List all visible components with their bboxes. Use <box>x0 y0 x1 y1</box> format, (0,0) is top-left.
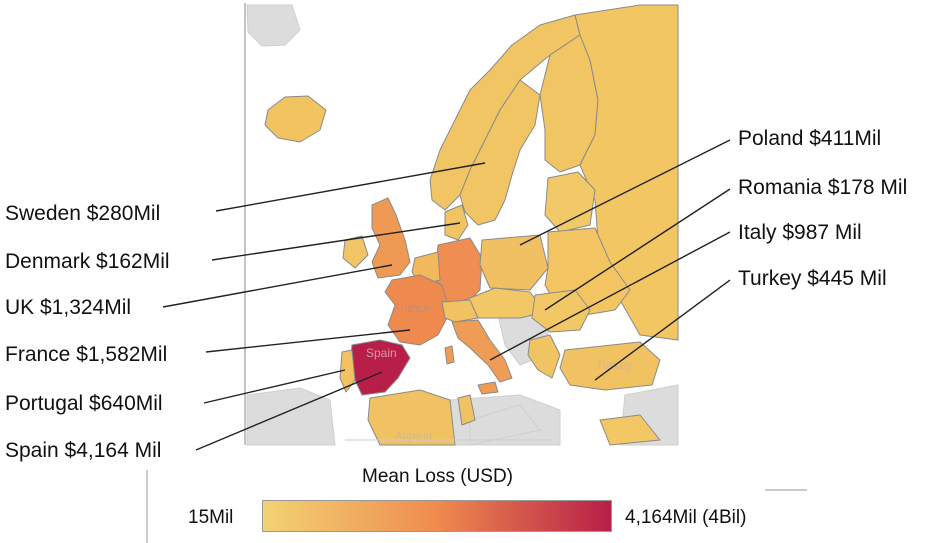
label-italy: Italy $987 Mil <box>738 221 862 244</box>
legend-min-label: 15Mil <box>188 507 234 528</box>
iceland-shape <box>264 95 327 143</box>
label-uk: UK $1,324Mil <box>5 296 132 319</box>
label-romania: Romania $178 Mil <box>738 176 908 199</box>
leader-line-italy <box>489 231 731 361</box>
algeria-shape <box>367 389 456 446</box>
map-label-france: France <box>393 301 431 315</box>
leader-lines <box>162 139 731 451</box>
tunisia-shape <box>457 394 476 426</box>
poland-shape <box>479 234 549 291</box>
leader-line-sweden <box>215 162 486 212</box>
italy-shape <box>451 319 513 383</box>
leader-line-denmark <box>211 222 461 261</box>
leader-line-turkey <box>594 279 731 381</box>
map-label-spain: Spain <box>366 346 397 360</box>
legend-color-bar <box>262 500 612 532</box>
legend-title: Mean Loss (USD) <box>362 466 513 487</box>
label-poland: Poland $411Mil <box>738 127 882 150</box>
leader-line-poland <box>519 139 731 246</box>
sweden-shape <box>459 79 541 226</box>
alpine-shape <box>441 299 479 323</box>
portugal-shape <box>339 349 356 393</box>
sicily-shape <box>477 381 499 395</box>
leader-line-uk <box>162 264 393 308</box>
libya-grey-land <box>469 404 541 446</box>
legend-max-label: 4,164Mil (4Bil) <box>625 507 747 528</box>
france-shape <box>384 274 451 346</box>
syria-shape <box>599 414 661 446</box>
leader-line-portugal <box>203 369 346 404</box>
leader-line-spain <box>195 371 383 451</box>
sardinia-shape <box>444 345 455 365</box>
label-sweden: Sweden $280Mil <box>5 202 161 225</box>
label-portugal: Portugal $640Mil <box>5 392 163 415</box>
denmark-shape <box>444 204 469 241</box>
label-turkey: Turkey $445 Mil <box>738 267 887 290</box>
map-label-algeria: Algeria <box>395 429 433 443</box>
label-france: France $1,582Mil <box>5 343 168 366</box>
label-denmark: Denmark $162Mil <box>5 250 170 273</box>
uk-shape <box>371 197 411 279</box>
data-countries <box>264 4 679 446</box>
greece-shape <box>527 334 561 379</box>
ireland-shape <box>342 235 369 269</box>
north-africa-left-land <box>246 387 336 446</box>
label-spain: Spain $4,164 Mil <box>5 439 162 462</box>
greenland-land <box>246 4 301 47</box>
leader-line-romania <box>544 188 731 311</box>
leader-line-france <box>205 329 411 353</box>
baltic-states-shape <box>544 171 596 233</box>
